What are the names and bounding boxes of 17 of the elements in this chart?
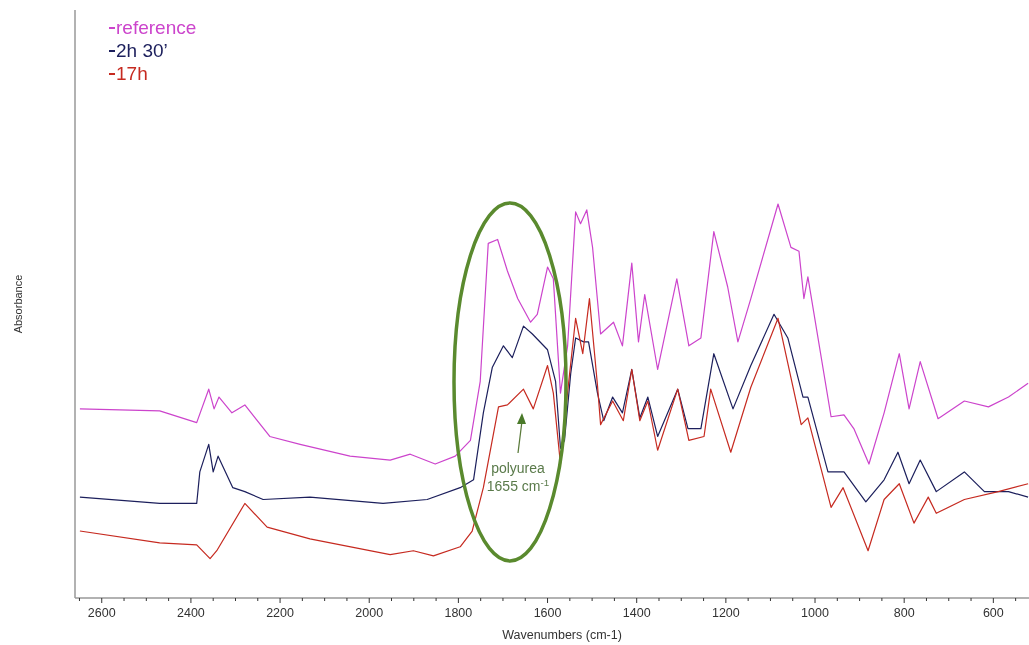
legend-label: 17h bbox=[116, 63, 148, 84]
x-tick-label: 1600 bbox=[533, 606, 562, 620]
legend-label: 2h 30’ bbox=[116, 40, 168, 61]
annotation: polyurea 1655 cm$^{-1}$ bbox=[486, 460, 550, 494]
x-tick-label: 2600 bbox=[87, 606, 116, 620]
x-axis-title: Wavenumbers (cm-1) bbox=[502, 628, 622, 642]
x-tick-label: 2200 bbox=[266, 606, 295, 620]
x-tick-label: 2400 bbox=[177, 606, 205, 620]
x-tick-label: 1400 bbox=[622, 606, 651, 620]
x-tick-label: 1000 bbox=[801, 606, 829, 620]
x-tick-label: 800 bbox=[893, 606, 915, 620]
x-tick-label: 1200 bbox=[711, 606, 740, 620]
x-tick-label: 600 bbox=[982, 606, 1004, 620]
x-tick-label: 1800 bbox=[444, 606, 473, 620]
y-axis-title: Absorbance bbox=[12, 274, 24, 334]
legend-label: reference bbox=[116, 17, 197, 38]
x-tick-label: 2000 bbox=[355, 606, 384, 620]
